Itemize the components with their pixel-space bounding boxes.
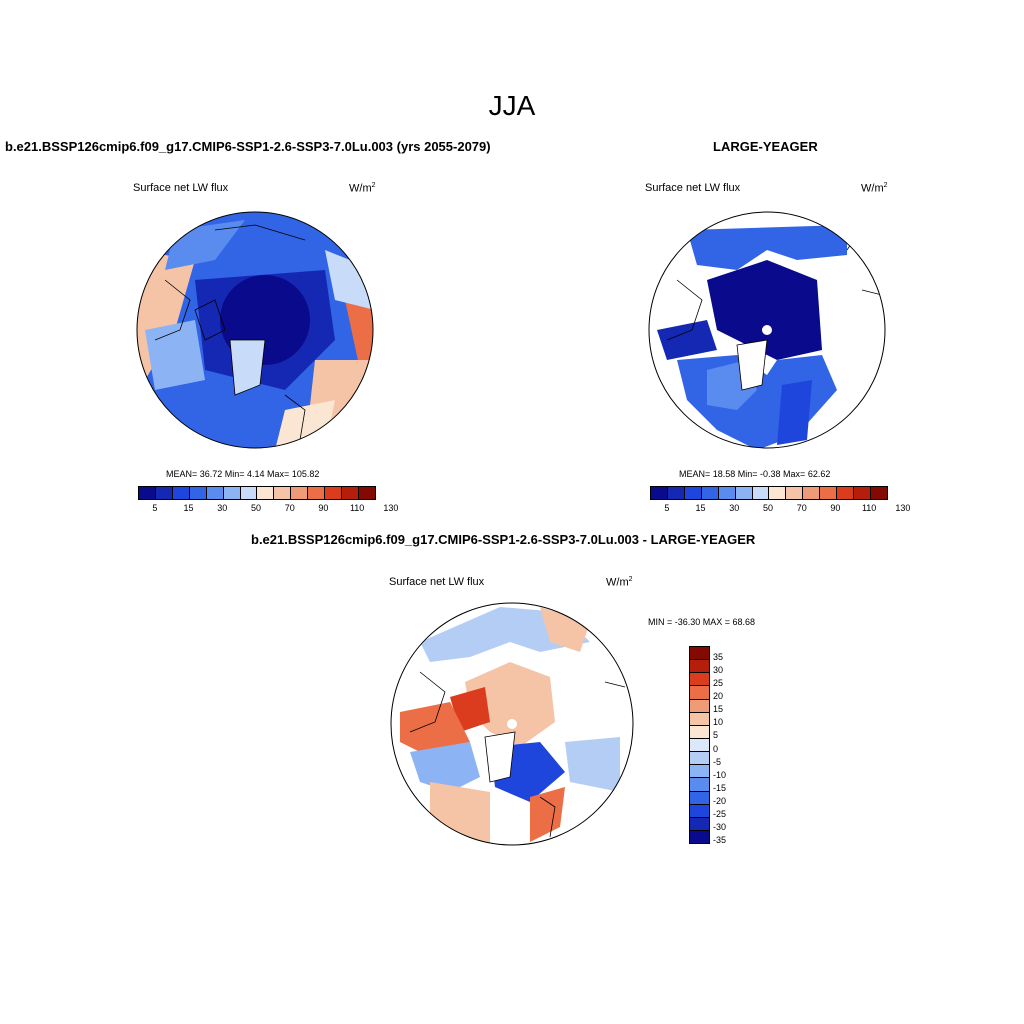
- colorbar-tick-label: -25: [713, 808, 727, 819]
- colorbar-swatch: [690, 778, 709, 792]
- left-stats: MEAN= 36.72 Min= 4.14 Max= 105.82: [166, 469, 320, 479]
- left-polar-map: [136, 211, 374, 449]
- colorbar-tick-label: 70: [284, 503, 295, 513]
- colorbar-tick-label: 10: [713, 717, 724, 728]
- colorbar-tick-label: 50: [250, 503, 262, 513]
- colorbar-tick-label: 5: [713, 730, 719, 741]
- figure-title: JJA: [488, 90, 536, 121]
- colorbar-swatch: [206, 487, 224, 499]
- colorbar-swatch: [651, 487, 668, 499]
- colorbar-swatch: [690, 830, 709, 844]
- colorbar-swatch: [690, 725, 709, 739]
- colorbar-swatch: [274, 487, 292, 499]
- colorbar-swatch: [870, 487, 887, 499]
- colorbar-swatch: [291, 487, 309, 499]
- colorbar-tick-label: 110: [861, 503, 877, 513]
- colorbar-tick-label: 90: [318, 503, 329, 513]
- right-variable-label: Surface net LW flux: [645, 182, 741, 194]
- left-colorbar: [138, 486, 376, 500]
- colorbar-swatch: [690, 765, 709, 779]
- colorbar-swatch: [803, 487, 821, 499]
- colorbar-swatch: [690, 673, 709, 687]
- colorbar-swatch: [223, 487, 241, 499]
- colorbar-tick-label: 15: [695, 503, 706, 513]
- colorbar-tick-label: 20: [713, 691, 724, 702]
- colorbar-tick-label: 15: [183, 503, 194, 513]
- colorbar-swatch: [690, 699, 709, 713]
- colorbar-swatch: [139, 487, 156, 499]
- colorbar-swatch: [837, 487, 855, 499]
- colorbar-swatch: [155, 487, 173, 499]
- colorbar-tick-label: -5: [713, 756, 722, 767]
- right-units-label: W/m2: [861, 182, 888, 195]
- colorbar-swatch: [735, 487, 753, 499]
- colorbar-swatch: [308, 487, 326, 499]
- colorbar-swatch: [690, 660, 709, 674]
- colorbar-tick-label: 130: [895, 503, 911, 513]
- right-colorbar: [650, 486, 888, 500]
- colorbar-swatch: [684, 487, 702, 499]
- diff-panel-title: b.e21.BSSP126cmip6.f09_g17.CMIP6-SSP1-2.…: [251, 532, 756, 547]
- colorbar-tick-label: -15: [713, 782, 727, 793]
- colorbar-tick-label: 130: [383, 503, 399, 513]
- left-panel-title: b.e21.BSSP126cmip6.f09_g17.CMIP6-SSP1-2.…: [5, 139, 491, 154]
- colorbar-swatch: [690, 791, 709, 805]
- colorbar-swatch: [667, 487, 685, 499]
- left-units-label: W/m2: [349, 182, 376, 195]
- colorbar-tick-label: -10: [713, 769, 727, 780]
- colorbar-swatch: [690, 712, 709, 726]
- colorbar-swatch: [769, 487, 787, 499]
- colorbar-tick-label: 15: [713, 704, 724, 715]
- colorbar-swatch: [690, 804, 709, 818]
- colorbar-swatch: [172, 487, 190, 499]
- colorbar-tick-label: 5: [664, 503, 670, 513]
- colorbar-swatch: [690, 647, 709, 661]
- colorbar-tick-label: -35: [713, 835, 727, 845]
- colorbar-tick-label: 30: [729, 503, 740, 513]
- right-stats: MEAN= 18.58 Min= -0.38 Max= 62.62: [679, 469, 831, 479]
- colorbar-swatch: [718, 487, 736, 499]
- diff-variable-label: Surface net LW flux: [389, 576, 485, 588]
- colorbar-swatch: [240, 487, 258, 499]
- colorbar-swatch: [820, 487, 838, 499]
- colorbar-swatch: [189, 487, 207, 499]
- colorbar-swatch: [257, 487, 275, 499]
- colorbar-tick-label: 25: [713, 678, 724, 689]
- colorbar-swatch: [690, 752, 709, 766]
- left-variable-label: Surface net LW flux: [133, 182, 229, 194]
- right-polar-map: [648, 211, 886, 449]
- colorbar-swatch: [358, 487, 375, 499]
- colorbar-swatch: [690, 686, 709, 700]
- colorbar-swatch: [690, 817, 709, 831]
- colorbar-tick-label: 90: [830, 503, 841, 513]
- colorbar-tick-label: 30: [217, 503, 228, 513]
- diff-units-label: W/m2: [606, 576, 633, 589]
- colorbar-swatch: [752, 487, 770, 499]
- colorbar-swatch: [325, 487, 343, 499]
- diff-polar-map: [390, 602, 634, 846]
- colorbar-swatch: [854, 487, 871, 499]
- colorbar-tick-label: 30: [713, 665, 724, 676]
- colorbar-tick-label: 5: [152, 503, 158, 513]
- right-panel-title: LARGE-YEAGER: [713, 139, 818, 154]
- diff-colorbar: [689, 646, 710, 844]
- colorbar-swatch: [786, 487, 804, 499]
- colorbar-tick-label: 35: [713, 652, 724, 663]
- colorbar-tick-label: -20: [713, 795, 727, 806]
- colorbar-tick-label: -30: [713, 821, 727, 832]
- colorbar-tick-label: 110: [349, 503, 365, 513]
- colorbar-swatch: [701, 487, 719, 499]
- colorbar-swatch: [342, 487, 359, 499]
- diff-stats: MIN = -36.30 MAX = 68.68: [648, 617, 756, 627]
- colorbar-tick-label: 70: [796, 503, 807, 513]
- colorbar-swatch: [690, 738, 709, 753]
- colorbar-tick-label: 50: [762, 503, 774, 513]
- colorbar-tick-label: 0: [713, 743, 719, 754]
